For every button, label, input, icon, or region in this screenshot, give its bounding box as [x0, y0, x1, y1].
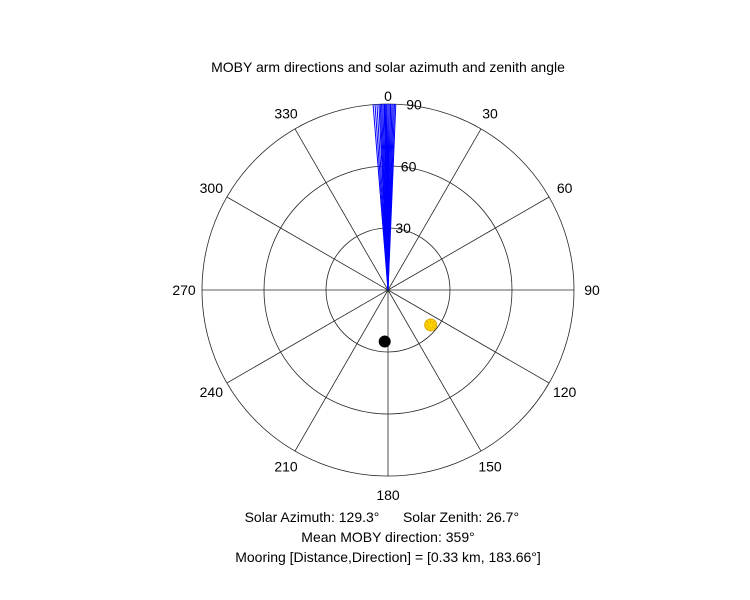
mean-direction-text: Mean MOBY direction: 359° — [301, 529, 474, 545]
radial-tick-label-30: 30 — [395, 220, 411, 236]
spoke-210 — [294, 289, 389, 452]
sun-marker — [424, 318, 438, 332]
sun-ray-1 — [431, 326, 436, 330]
spoke-300 — [226, 196, 389, 291]
mooring-marker — [378, 335, 391, 348]
angle-tick-label-30: 30 — [482, 105, 498, 121]
solar-azimuth-text: Solar Azimuth: 129.3° — [245, 509, 380, 525]
radial-tick-label-90: 90 — [406, 97, 422, 113]
spoke-150 — [387, 289, 482, 452]
spoke-60 — [387, 196, 550, 291]
angle-tick-label-180: 180 — [376, 487, 400, 503]
radial-tick-label-60: 60 — [401, 158, 417, 174]
arm-direction-line-17 — [387, 104, 397, 291]
angle-tick-label-300: 300 — [200, 180, 224, 196]
sun-ray-3 — [426, 326, 430, 330]
angle-tick-label-90: 90 — [584, 282, 600, 298]
spoke-120 — [387, 289, 550, 384]
angle-tick-label-0: 0 — [384, 88, 392, 104]
angle-tick-label-270: 270 — [172, 282, 196, 298]
spoke-330 — [294, 128, 389, 291]
spoke-30 — [387, 128, 482, 291]
angle-tick-label-210: 210 — [274, 459, 298, 475]
angle-tick-label-60: 60 — [557, 180, 573, 196]
mooring-text: Mooring [Distance,Direction] = [0.33 km,… — [235, 549, 541, 565]
angle-tick-label-120: 120 — [553, 384, 577, 400]
angle-tick-label-330: 330 — [274, 105, 298, 121]
angle-tick-label-240: 240 — [200, 384, 224, 400]
polar-labels: 0 30 60 90 120 150 180 210 240 270 300 330 30 60 90 — [172, 88, 600, 503]
polar-grid — [201, 103, 575, 477]
sun-ray-5 — [426, 320, 430, 324]
polar-series — [372, 103, 438, 348]
chart-title: MOBY arm directions and solar azimuth an… — [211, 59, 565, 75]
sun-ray-7 — [431, 320, 436, 324]
spoke-240 — [226, 289, 389, 384]
solar-zenith-text: Solar Zenith: 26.7° — [403, 509, 519, 525]
angle-tick-label-150: 150 — [478, 459, 502, 475]
